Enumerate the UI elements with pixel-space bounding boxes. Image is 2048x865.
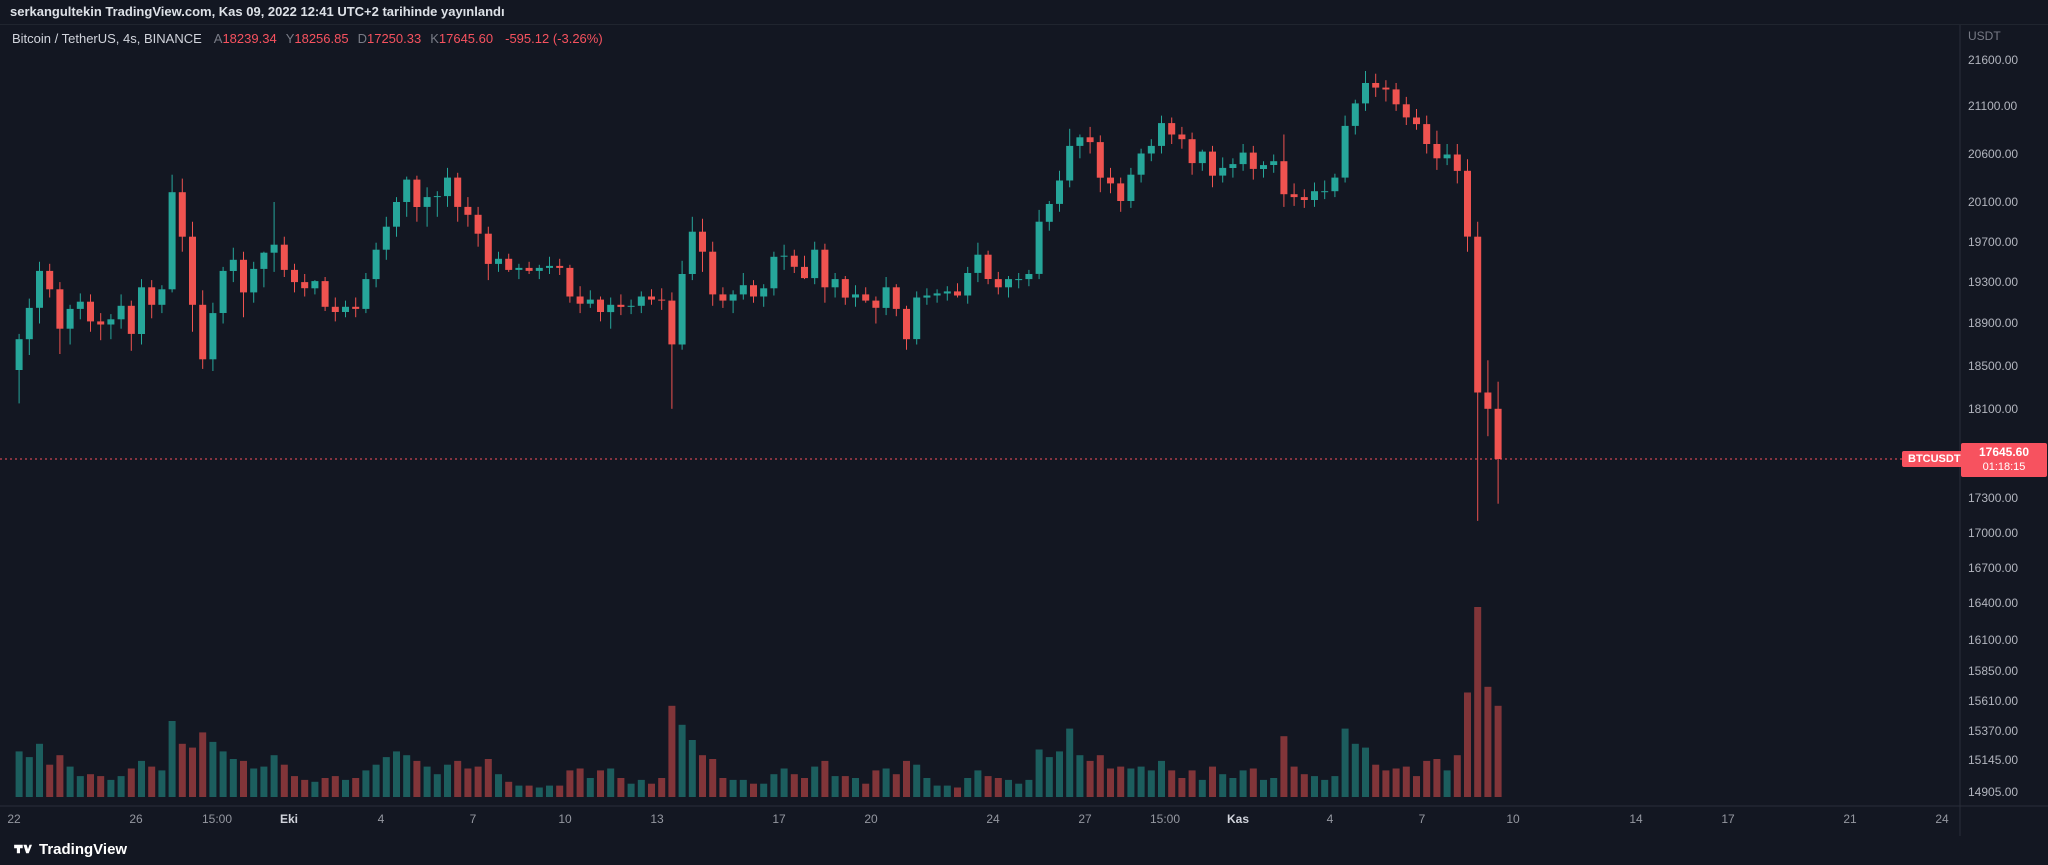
- symbol-title[interactable]: Bitcoin / TetherUS, 4s, BINANCE: [12, 31, 202, 46]
- publish-banner: serkangultekin TradingView.com, Kas 09, …: [0, 0, 2048, 25]
- time-scale[interactable]: [0, 806, 1960, 836]
- price-scale-currency: USDT: [1968, 29, 2001, 43]
- price-scale[interactable]: [1960, 24, 2048, 805]
- current-price-symbol-pill: BTCUSDT: [1902, 451, 1967, 467]
- chart-legend: Bitcoin / TetherUS, 4s, BINANCE A18239.3…: [12, 31, 603, 46]
- candles-layer: [15, 71, 1502, 521]
- volume-layer: [15, 607, 1502, 797]
- tradingview-logo-text: TradingView: [39, 840, 128, 858]
- ohlc-values: A18239.34 Y18256.85 D17250.33 K17645.60: [214, 31, 493, 46]
- publish-banner-text: serkangultekin TradingView.com, Kas 09, …: [10, 4, 505, 19]
- tradingview-logo-icon: [14, 844, 32, 854]
- current-price-badge: 17645.60 01:18:15: [1961, 443, 2047, 477]
- high-value: Y18256.85: [285, 31, 349, 46]
- tradingview-attribution[interactable]: TradingView: [12, 839, 127, 859]
- change-value: -595.12 (-3.26%): [505, 31, 603, 46]
- close-value: K17645.60: [430, 31, 494, 46]
- low-value: D17250.33: [357, 31, 422, 46]
- current-price-value: 17645.60: [1978, 445, 2030, 459]
- open-value: A18239.34: [213, 31, 277, 46]
- bar-countdown: 01:18:15: [1982, 461, 2026, 473]
